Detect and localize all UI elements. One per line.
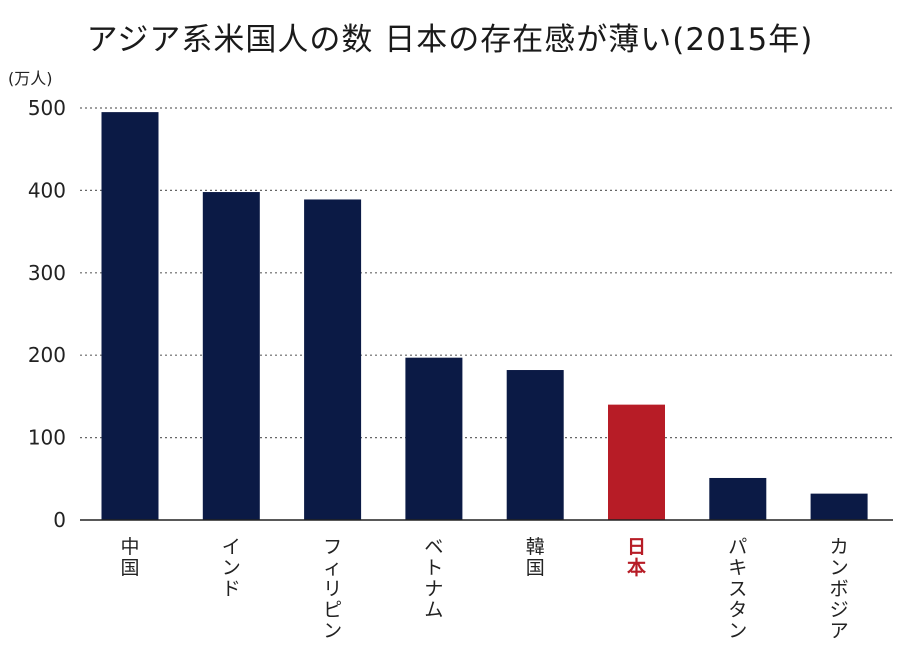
category-label-日本: 日本 — [627, 536, 646, 579]
category-label-ベトナム: ベトナム — [424, 536, 443, 621]
bar-日本 — [608, 404, 665, 520]
category-label-インド: インド — [222, 536, 241, 600]
y-tick-label: 500 — [28, 96, 66, 120]
category-label-カンボジア: カンボジア — [830, 536, 849, 642]
bar-ベトナム — [405, 357, 463, 520]
category-label-パキスタン: パキスタン — [728, 536, 747, 642]
bars — [101, 112, 868, 521]
y-tick-label: 0 — [53, 508, 66, 532]
y-axis-ticks: 0 100 200 300 400 500 — [28, 96, 66, 532]
category-label-フィリピン: フィリピン — [323, 536, 342, 642]
bar-韓国 — [506, 370, 564, 520]
category-label-韓国: 韓国 — [526, 536, 545, 579]
bar-中国 — [101, 112, 159, 521]
category-label-中国: 中国 — [120, 536, 139, 579]
grid-lines — [80, 107, 893, 439]
y-tick-label: 400 — [28, 178, 66, 202]
bar-パキスタン — [709, 477, 767, 520]
chart-title: アジア系米国人の数 日本の存在感が薄い(2015年) — [86, 22, 814, 58]
y-tick-label: 200 — [28, 343, 66, 367]
y-axis-unit-label: (万人) — [8, 69, 53, 88]
y-tick-label: 100 — [28, 426, 66, 450]
category-labels: 中国 インド フィリピン ベトナム 韓国 日本 パキスタン カンボジア — [120, 536, 848, 642]
y-tick-label: 300 — [28, 261, 66, 285]
bar-インド — [202, 192, 260, 520]
bar-フィリピン — [304, 199, 362, 521]
bar-カンボジア — [810, 493, 868, 520]
